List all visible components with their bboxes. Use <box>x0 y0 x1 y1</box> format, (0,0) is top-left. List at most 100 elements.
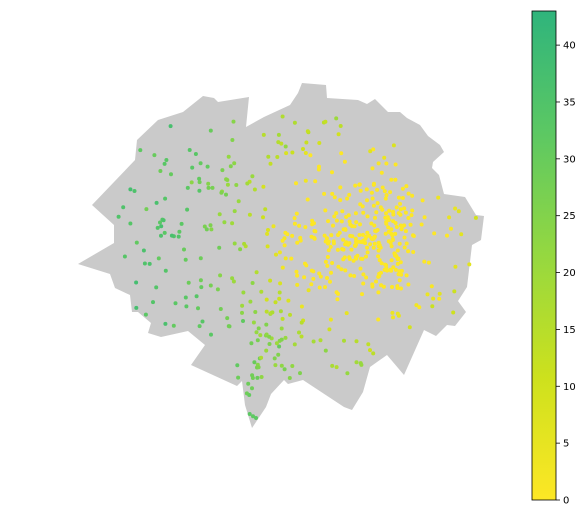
data-point <box>360 292 364 297</box>
data-point <box>330 261 335 265</box>
data-point <box>345 371 350 376</box>
data-point <box>184 304 189 309</box>
data-point <box>251 414 255 419</box>
data-point <box>190 165 195 170</box>
data-point <box>163 196 168 201</box>
data-point <box>189 180 194 185</box>
data-point <box>209 332 213 337</box>
data-point <box>264 332 269 337</box>
data-point <box>310 218 315 223</box>
data-point <box>386 229 391 234</box>
data-point <box>154 285 159 290</box>
data-point <box>163 268 168 273</box>
data-point <box>372 241 377 246</box>
data-point <box>280 316 285 321</box>
data-point <box>225 182 230 187</box>
data-point <box>389 227 394 232</box>
data-point <box>332 214 337 219</box>
data-point <box>200 319 205 324</box>
data-point <box>298 238 303 243</box>
data-point <box>389 258 394 263</box>
data-point <box>317 141 322 145</box>
data-point <box>162 161 167 166</box>
data-point <box>206 181 211 186</box>
data-point <box>384 263 389 268</box>
data-point <box>295 282 300 287</box>
data-point <box>425 292 430 297</box>
data-point <box>152 153 157 158</box>
data-point <box>328 244 333 249</box>
data-point <box>132 189 137 193</box>
data-point <box>338 124 343 128</box>
data-point <box>289 256 294 261</box>
data-point <box>299 304 304 309</box>
data-point <box>261 215 265 220</box>
data-point <box>318 338 323 343</box>
data-point <box>426 260 431 265</box>
data-point <box>283 335 288 340</box>
data-point <box>222 220 227 225</box>
data-point <box>158 220 162 225</box>
data-point <box>365 214 370 219</box>
data-point <box>238 247 243 252</box>
data-point <box>404 184 409 189</box>
data-point <box>324 236 329 241</box>
data-point <box>394 205 399 210</box>
data-point <box>283 256 288 261</box>
data-point <box>299 320 304 325</box>
data-point <box>353 255 358 260</box>
data-point <box>290 364 295 368</box>
data-point <box>331 241 336 246</box>
data-point <box>264 348 269 353</box>
data-point <box>358 266 363 271</box>
data-point <box>354 220 359 225</box>
data-point <box>419 222 424 227</box>
data-point <box>353 211 358 216</box>
data-point <box>297 330 301 335</box>
data-point <box>292 342 297 347</box>
data-point <box>225 316 230 321</box>
data-point <box>185 207 190 212</box>
data-point <box>406 282 411 287</box>
data-point <box>395 261 400 266</box>
data-point <box>334 218 339 223</box>
data-point <box>283 144 288 149</box>
data-point <box>326 219 331 224</box>
data-point <box>134 240 139 245</box>
data-point <box>384 193 389 198</box>
data-point <box>301 147 305 151</box>
data-point <box>230 138 235 142</box>
data-point <box>368 242 373 247</box>
data-point <box>210 185 215 190</box>
data-point <box>220 168 225 173</box>
data-point <box>251 320 256 325</box>
data-point <box>376 317 381 322</box>
data-point <box>230 276 235 281</box>
data-point <box>420 198 425 203</box>
data-point <box>364 275 369 280</box>
data-point <box>371 203 376 208</box>
data-point <box>383 231 388 236</box>
data-point <box>264 309 269 314</box>
data-point <box>407 325 412 330</box>
data-point <box>449 226 453 231</box>
data-point <box>330 363 335 368</box>
data-point <box>400 196 405 200</box>
data-point <box>372 223 377 228</box>
data-point <box>268 278 273 283</box>
data-point <box>193 152 198 156</box>
data-point <box>128 221 133 226</box>
data-point <box>202 224 207 229</box>
data-point <box>330 191 335 196</box>
data-point <box>386 225 391 230</box>
data-point <box>263 207 268 212</box>
data-point <box>359 240 364 244</box>
data-point <box>365 245 369 250</box>
data-point <box>156 256 161 261</box>
data-point <box>266 154 271 159</box>
data-point <box>255 338 260 343</box>
data-point <box>252 187 257 192</box>
data-point <box>311 339 316 344</box>
data-point <box>347 192 352 197</box>
data-point <box>306 288 311 293</box>
